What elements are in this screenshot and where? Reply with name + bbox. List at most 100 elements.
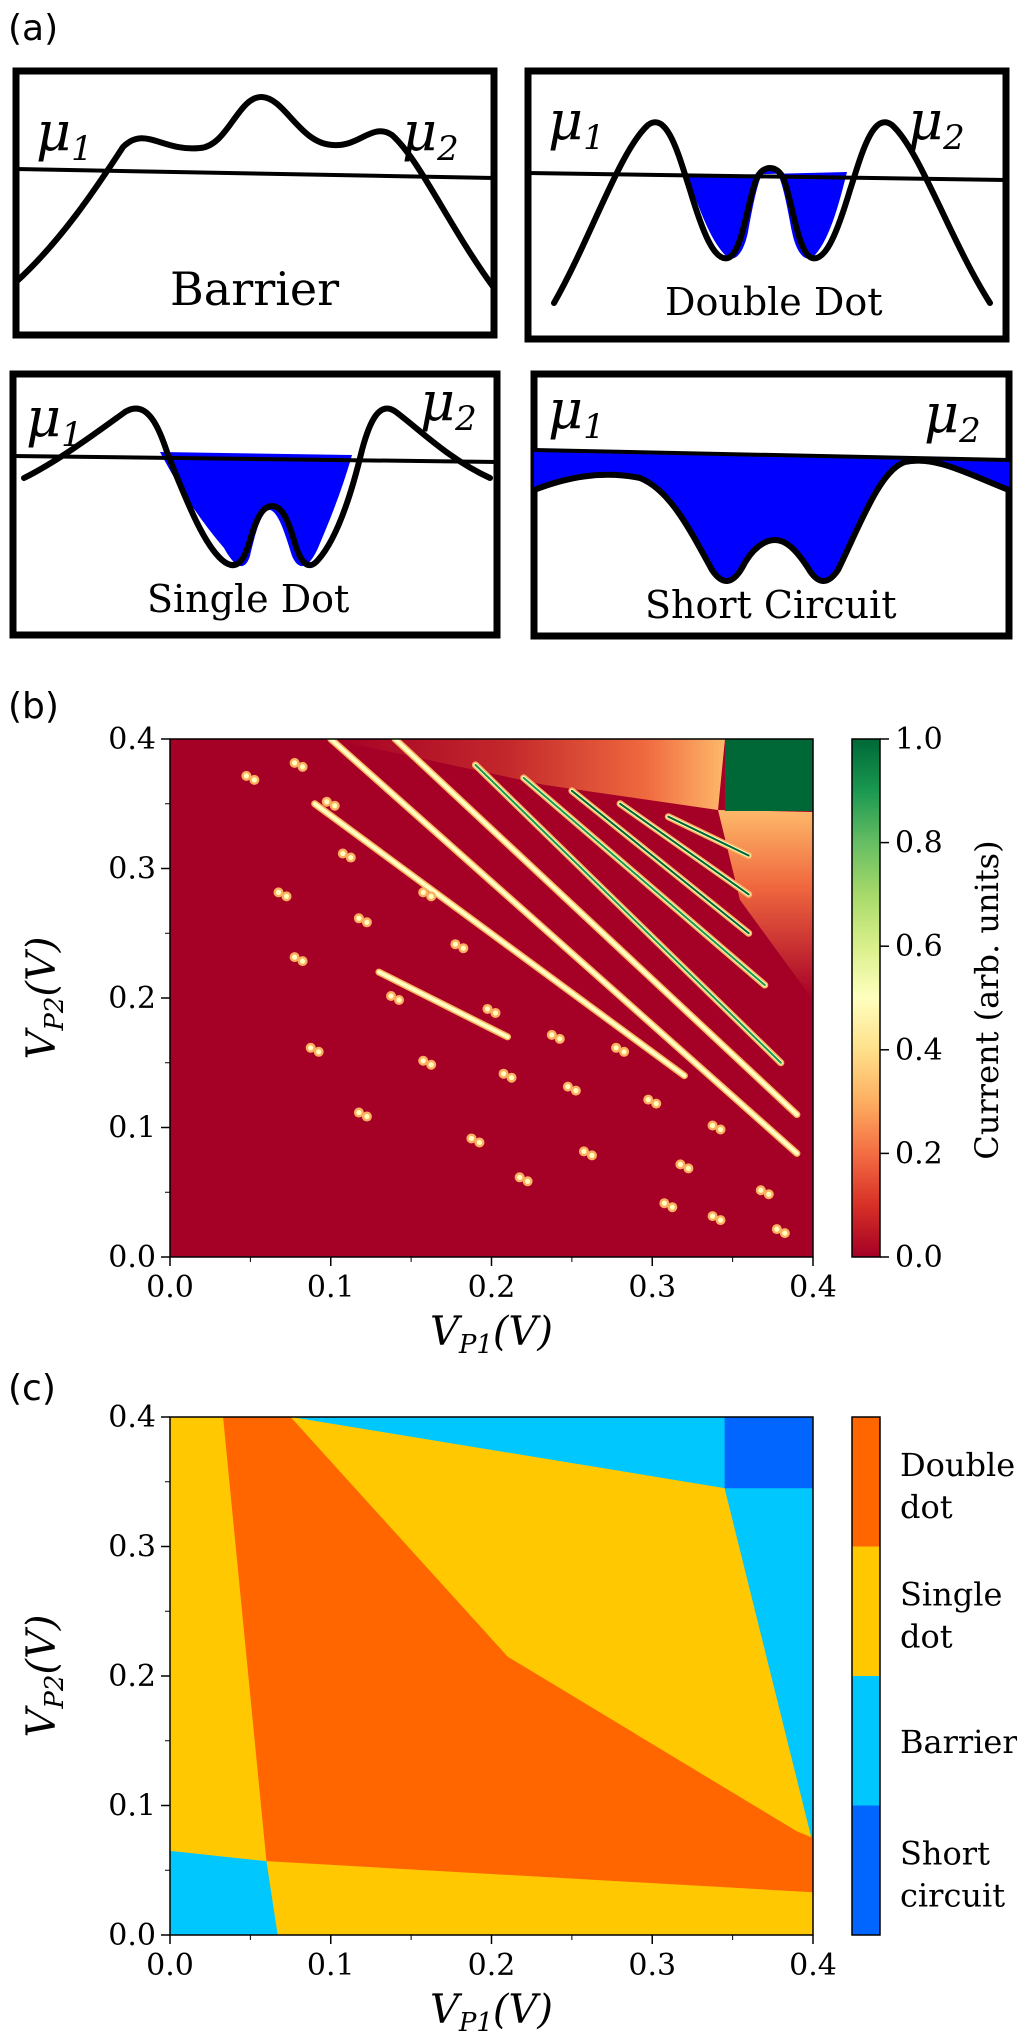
barrier-label: Barrier	[170, 262, 339, 316]
region-single-dot	[290, 1417, 797, 1832]
mu2-symbol: μ	[420, 370, 455, 433]
coulomb-dot	[508, 1075, 515, 1081]
current-line-core	[570, 789, 750, 935]
region-barrier	[170, 1850, 278, 1935]
coulomb-dot	[420, 1058, 426, 1064]
mu1-symbol: μ	[36, 100, 71, 163]
b-ytick-label: 0.1	[108, 1111, 156, 1146]
coulomb-dot	[332, 803, 338, 809]
b-ytick-label: 0.0	[108, 1240, 156, 1275]
c-ytick-label: 0.4	[108, 1400, 156, 1435]
mu1-symbol: μ	[548, 378, 583, 441]
mu2-symbol: μ	[924, 382, 959, 445]
coulomb-dot	[774, 1226, 780, 1232]
box-barrier: μ1 μ2 Barrier	[12, 67, 498, 339]
coulomb-dot	[300, 958, 306, 964]
coulomb-dot	[581, 1148, 587, 1154]
coulomb-dot	[677, 1161, 684, 1167]
b-ytick-label: 0.3	[108, 852, 156, 887]
coulomb-dot	[766, 1191, 772, 1197]
svg-text:μ1: μ1	[26, 386, 83, 455]
c-ytick-label: 0.3	[108, 1530, 156, 1565]
colorbar-b-tick-label: 0.4	[895, 1033, 943, 1068]
coulomb-dot	[428, 893, 434, 900]
coulomb-dot	[468, 1135, 475, 1142]
current-line	[312, 801, 687, 1078]
coulomb-dot	[476, 1139, 483, 1146]
coulomb-dot	[557, 1036, 563, 1042]
current-line	[393, 739, 799, 1117]
coulomb-dot	[452, 941, 458, 947]
coulomb-dot	[292, 954, 298, 960]
coulomb-dot	[492, 1010, 499, 1016]
single-dot-label: Single Dot	[147, 577, 349, 621]
c-xlabel: VP1(V)	[430, 1987, 553, 2034]
coulomb-dot	[356, 1109, 362, 1116]
c-ytick-label: 0.1	[108, 1789, 156, 1824]
coulomb-dot	[388, 993, 394, 999]
coulomb-dot	[500, 1071, 507, 1077]
coulomb-dot	[460, 945, 466, 951]
double-dot-label: Double Dot	[665, 280, 882, 324]
coulomb-dot	[484, 1006, 491, 1012]
coulomb-dot	[549, 1032, 555, 1038]
current-line	[376, 970, 510, 1039]
coulomb-dot	[653, 1101, 659, 1107]
legend-label: Barrier	[900, 1723, 1017, 1761]
coulomb-dot	[364, 1113, 370, 1120]
coulomb-dot	[324, 799, 330, 805]
coulomb-dot	[717, 1126, 724, 1133]
coulomb-dot	[283, 893, 290, 900]
svg-text:μ1: μ1	[36, 100, 93, 169]
legend-swatch	[852, 1417, 880, 1547]
svg-text:μ1: μ1	[548, 89, 605, 158]
legend-label: Single dot	[900, 1575, 1002, 1655]
panel-c-label: (c)	[8, 1368, 56, 1409]
coulomb-dot	[669, 1204, 675, 1210]
b-xtick-label: 0.2	[468, 1270, 516, 1305]
c-ylabel: VP2(V)	[19, 1614, 70, 1737]
colorbar-b-tick-label: 0.6	[895, 929, 943, 964]
b-xtick-label: 0.3	[628, 1270, 676, 1305]
current-line-core	[619, 802, 750, 896]
coulomb-dot	[300, 764, 306, 770]
top-fan-region	[330, 739, 725, 810]
panel-c-axes: 0.0 0.1 0.2 0.3 0.4 0.0 0.1 0.2 0.3 0.4 VP1(V) VP2(…	[19, 1400, 837, 2038]
panel-b-label: (b)	[8, 686, 59, 727]
coulomb-dot	[525, 1178, 531, 1184]
region-double-dot	[223, 1417, 814, 1893]
coulomb-dot	[717, 1217, 724, 1223]
legend-label: Double dot	[900, 1446, 1015, 1526]
b-xtick-label: 0.1	[307, 1270, 355, 1305]
coulomb-dot	[709, 1213, 716, 1219]
short-circuit-label: Short Circuit	[645, 583, 896, 627]
mu2-symbol: μ	[402, 100, 437, 163]
current-line-core	[474, 763, 782, 1064]
coulomb-dot	[275, 889, 282, 896]
current-line	[328, 739, 799, 1156]
b-ytick-label: 0.4	[108, 722, 156, 757]
coulomb-dot	[661, 1200, 667, 1206]
coulomb-dot	[420, 889, 426, 896]
svg-text:μ2: μ2	[908, 89, 965, 158]
colorbar-b-tick-label: 0.0	[895, 1240, 943, 1275]
b-xlabel: VP1(V)	[430, 1309, 553, 1360]
colorbar-b-tick-label: 1.0	[895, 722, 943, 757]
coulomb-dot	[645, 1097, 651, 1103]
coulomb-dot	[517, 1174, 523, 1180]
b-xtick-label: 0.0	[146, 1270, 194, 1305]
coulomb-dot	[316, 1049, 322, 1055]
colorbar-b-label: Current (arb. units)	[968, 840, 1006, 1159]
current-line-core	[667, 815, 750, 857]
coulomb-dot	[396, 997, 402, 1003]
coulomb-dot	[308, 1045, 314, 1051]
regime-legend: Double dot Single dot Barrier Short circuit	[851, 1416, 1017, 1936]
c-xtick-label: 0.3	[628, 1948, 676, 1983]
c-xtick-label: 0.1	[307, 1948, 355, 1983]
box-short-circuit: μ1 μ2 Short Circuit	[530, 370, 1013, 640]
coulomb-dot	[573, 1088, 579, 1094]
coulomb-dot	[251, 777, 257, 783]
regime-map	[170, 1417, 814, 1935]
b-ytick-label: 0.2	[108, 981, 156, 1016]
